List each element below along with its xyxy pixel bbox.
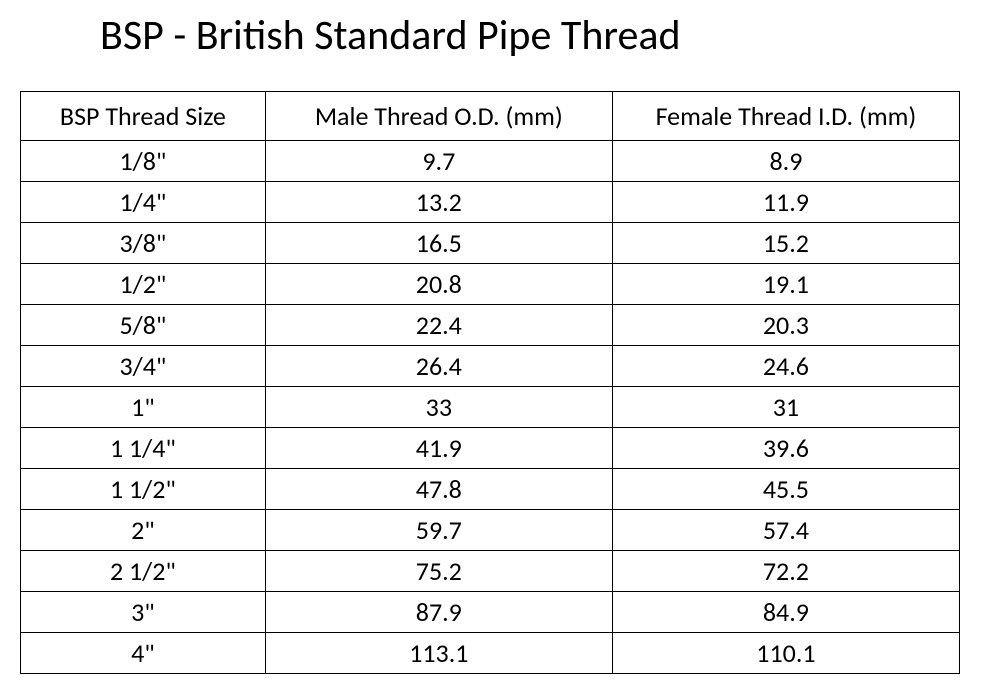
table-row: 1/8" 9.7 8.9 [21,141,960,182]
cell-male-od: 75.2 [265,551,612,592]
table-row: 2 1/2" 75.2 72.2 [21,551,960,592]
cell-female-id: 31 [612,387,959,428]
cell-female-id: 15.2 [612,223,959,264]
column-header-female-id: Female Thread I.D. (mm) [612,92,959,141]
cell-male-od: 20.8 [265,264,612,305]
cell-male-od: 41.9 [265,428,612,469]
cell-size: 1" [21,387,266,428]
table-row: 4" 113.1 110.1 [21,633,960,674]
table-row: 1 1/4" 41.9 39.6 [21,428,960,469]
cell-male-od: 26.4 [265,346,612,387]
cell-size: 1 1/4" [21,428,266,469]
cell-male-od: 113.1 [265,633,612,674]
cell-male-od: 13.2 [265,182,612,223]
cell-size: 1/2" [21,264,266,305]
column-header-size: BSP Thread Size [21,92,266,141]
cell-male-od: 33 [265,387,612,428]
cell-female-id: 19.1 [612,264,959,305]
cell-female-id: 39.6 [612,428,959,469]
table-row: 1/2" 20.8 19.1 [21,264,960,305]
table-header-row: BSP Thread Size Male Thread O.D. (mm) Fe… [21,92,960,141]
cell-female-id: 72.2 [612,551,959,592]
cell-size: 5/8" [21,305,266,346]
cell-male-od: 59.7 [265,510,612,551]
cell-female-id: 45.5 [612,469,959,510]
cell-size: 1 1/2" [21,469,266,510]
column-header-male-od: Male Thread O.D. (mm) [265,92,612,141]
cell-size: 3/8" [21,223,266,264]
cell-male-od: 47.8 [265,469,612,510]
cell-size: 1/4" [21,182,266,223]
cell-male-od: 16.5 [265,223,612,264]
cell-female-id: 84.9 [612,592,959,633]
page-title: BSP - British Standard Pipe Thread [100,10,964,61]
cell-female-id: 110.1 [612,633,959,674]
table-row: 1" 33 31 [21,387,960,428]
cell-size: 2" [21,510,266,551]
table-body: 1/8" 9.7 8.9 1/4" 13.2 11.9 3/8" 16.5 15… [21,141,960,674]
cell-female-id: 11.9 [612,182,959,223]
cell-size: 4" [21,633,266,674]
bsp-thread-table: BSP Thread Size Male Thread O.D. (mm) Fe… [20,91,960,674]
table-row: 3" 87.9 84.9 [21,592,960,633]
cell-size: 2 1/2" [21,551,266,592]
table-row: 3/8" 16.5 15.2 [21,223,960,264]
cell-male-od: 87.9 [265,592,612,633]
page-container: BSP - British Standard Pipe Thread BSP T… [0,0,984,694]
cell-female-id: 57.4 [612,510,959,551]
cell-female-id: 20.3 [612,305,959,346]
table-row: 5/8" 22.4 20.3 [21,305,960,346]
cell-size: 1/8" [21,141,266,182]
cell-male-od: 22.4 [265,305,612,346]
cell-female-id: 8.9 [612,141,959,182]
table-row: 1 1/2" 47.8 45.5 [21,469,960,510]
table-row: 1/4" 13.2 11.9 [21,182,960,223]
table-row: 3/4" 26.4 24.6 [21,346,960,387]
cell-female-id: 24.6 [612,346,959,387]
cell-size: 3/4" [21,346,266,387]
cell-size: 3" [21,592,266,633]
table-row: 2" 59.7 57.4 [21,510,960,551]
cell-male-od: 9.7 [265,141,612,182]
